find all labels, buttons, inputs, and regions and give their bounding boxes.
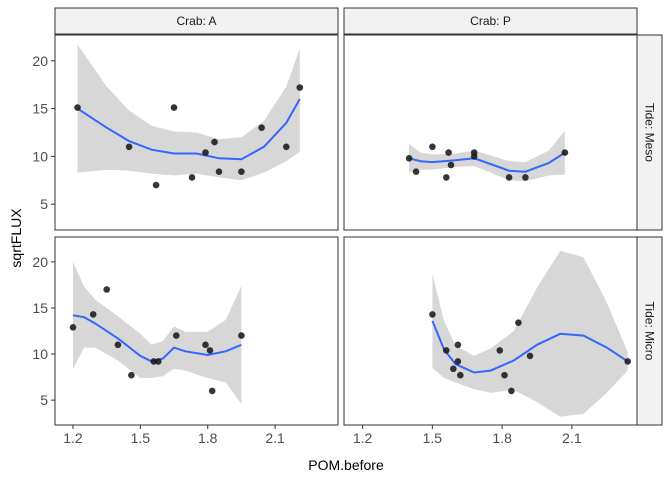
x-tick-label: 1.5 xyxy=(131,430,151,446)
confidence-ribbon xyxy=(77,44,300,181)
x-tick-label: 1.8 xyxy=(492,430,512,446)
row-strip-tide-micro xyxy=(636,236,663,426)
panel-border xyxy=(54,34,339,231)
column-strip-label: Crab: P xyxy=(470,14,511,28)
data-point xyxy=(206,347,214,354)
data-point xyxy=(173,332,180,339)
data-point xyxy=(202,149,209,156)
data-point xyxy=(412,168,420,175)
column-strip-label: Crab: A xyxy=(176,14,216,28)
data-point xyxy=(208,387,216,395)
data-point xyxy=(89,311,97,318)
row-strip-label: Tide: Meso xyxy=(643,103,657,162)
smooth-line xyxy=(408,151,566,173)
data-point xyxy=(74,104,81,111)
data-point xyxy=(508,387,515,395)
x-tick-label: 1.2 xyxy=(353,430,373,446)
y-tick-label: 10 xyxy=(32,148,48,164)
data-point xyxy=(470,153,478,160)
y-tick-label: 20 xyxy=(32,53,48,69)
data-point xyxy=(454,358,462,365)
data-point xyxy=(170,104,178,111)
panel-crab-a-tide-meso xyxy=(54,34,339,231)
data-point xyxy=(215,168,223,175)
column-strip-crab-p xyxy=(343,7,638,35)
data-point xyxy=(501,371,508,379)
data-point xyxy=(445,149,452,156)
row-strip-tide-meso xyxy=(636,34,663,231)
y-tick-label: 15 xyxy=(32,300,48,316)
data-point xyxy=(454,341,462,349)
row-strip-label: Tide: Micro xyxy=(643,302,657,361)
data-point xyxy=(238,332,245,339)
data-point xyxy=(429,143,436,151)
data-point xyxy=(496,347,504,354)
confidence-ribbon xyxy=(409,130,565,182)
y-tick-label: 15 xyxy=(32,101,48,117)
data-point xyxy=(443,347,450,354)
column-strip-crab-a xyxy=(54,7,339,35)
smooth-line xyxy=(431,320,629,374)
data-point xyxy=(526,352,534,360)
data-point xyxy=(188,174,196,181)
data-point xyxy=(443,174,450,181)
panel-border xyxy=(343,236,638,426)
x-tick-label: 2.1 xyxy=(562,430,582,446)
data-point xyxy=(152,181,160,189)
data-point xyxy=(211,138,218,146)
data-point xyxy=(515,319,522,327)
data-point xyxy=(103,286,110,293)
x-tick-label: 2.1 xyxy=(265,430,285,446)
data-point xyxy=(114,341,122,349)
data-point xyxy=(155,358,162,365)
y-tick-label: 5 xyxy=(40,196,48,212)
smooth-line xyxy=(76,98,301,161)
data-point xyxy=(238,168,245,175)
data-point xyxy=(450,365,457,373)
x-tick-label: 1.8 xyxy=(198,430,218,446)
y-axis-title: sqrtFLUX xyxy=(8,208,24,268)
x-tick-label: 1.5 xyxy=(423,430,443,446)
data-point xyxy=(258,124,265,131)
data-point xyxy=(429,311,436,318)
data-point xyxy=(457,371,464,379)
x-tick-label: 1.2 xyxy=(63,430,83,446)
data-point xyxy=(125,143,133,151)
data-point xyxy=(202,341,209,349)
data-point xyxy=(561,149,569,156)
data-point xyxy=(283,143,290,151)
panel-border xyxy=(343,34,638,231)
panel-crab-p-tide-micro xyxy=(343,236,638,426)
data-point xyxy=(405,155,413,162)
y-tick-label: 5 xyxy=(40,392,48,408)
x-axis-title: POM.before xyxy=(308,457,384,473)
data-point xyxy=(522,174,529,181)
data-point xyxy=(624,358,631,365)
confidence-ribbon xyxy=(432,250,628,417)
panel-border xyxy=(54,236,339,426)
confidence-ribbon xyxy=(73,261,242,404)
data-point xyxy=(128,371,135,379)
data-point xyxy=(296,84,304,91)
panel-crab-a-tide-micro xyxy=(54,236,339,426)
data-point xyxy=(505,174,513,181)
data-point xyxy=(69,324,77,331)
y-tick-label: 20 xyxy=(32,254,48,270)
y-tick-label: 10 xyxy=(32,346,48,362)
data-point xyxy=(447,161,455,169)
panel-crab-p-tide-meso xyxy=(343,34,638,231)
